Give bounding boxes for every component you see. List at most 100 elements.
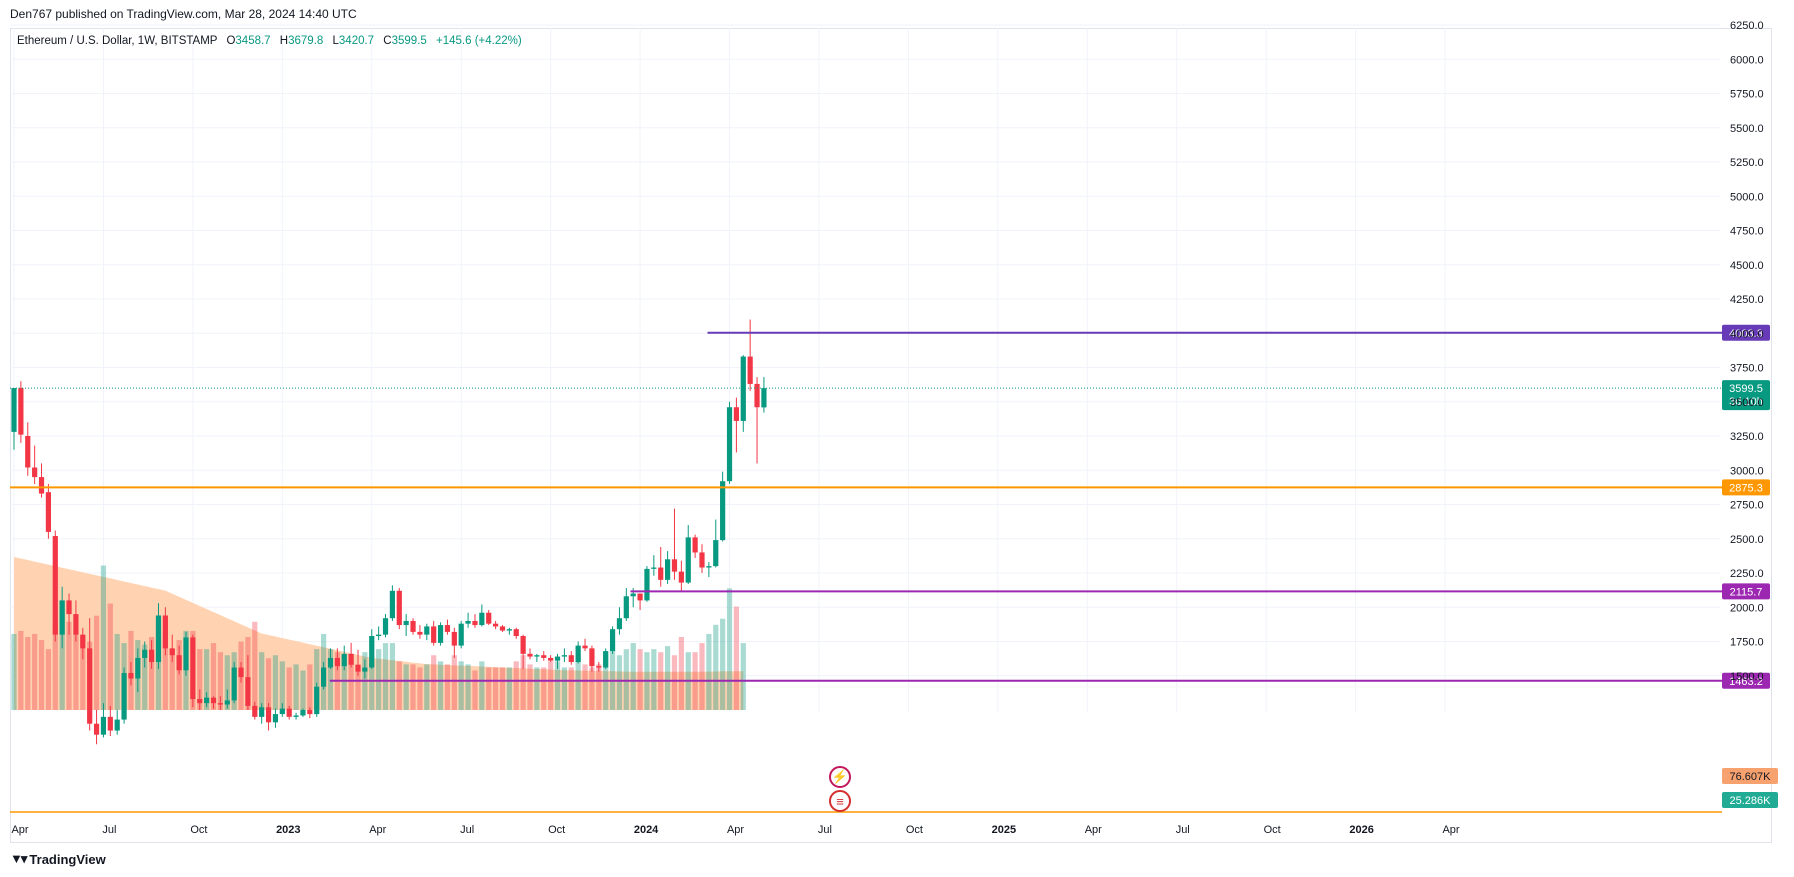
x-tick-label: 2026 xyxy=(1349,824,1373,836)
candle-body xyxy=(100,716,107,735)
volume-bar xyxy=(616,655,623,710)
candle-body xyxy=(52,536,58,635)
candle-body xyxy=(59,600,65,635)
candle-body xyxy=(513,629,519,637)
x-tick-label: Jul xyxy=(102,824,116,836)
candle-body xyxy=(561,655,567,657)
candle-body xyxy=(623,596,629,619)
x-tick-label: Oct xyxy=(1264,824,1281,836)
candle-body xyxy=(506,629,512,631)
candle-body xyxy=(217,703,223,705)
candle-body xyxy=(245,677,251,706)
candle-body xyxy=(121,673,127,720)
candle-body xyxy=(334,657,340,667)
volume-bar xyxy=(699,643,705,710)
candle-body xyxy=(596,666,602,668)
x-tick-label: Oct xyxy=(906,824,923,836)
volume-bar xyxy=(348,661,354,710)
y-tick-label: 4500.0 xyxy=(1730,260,1764,272)
candle-body xyxy=(726,407,733,482)
volume-bar xyxy=(210,643,217,710)
y-tick-label: 2250.0 xyxy=(1730,568,1764,580)
symbol-legend: Ethereum / U.S. Dollar, 1W, BITSTAMP O34… xyxy=(17,35,522,47)
candle-body xyxy=(279,708,285,715)
candle-body xyxy=(204,697,210,704)
volume-bar xyxy=(623,649,629,710)
tradingview-logo[interactable]: ▼▾ TradingView xyxy=(10,851,106,867)
volume-bar xyxy=(609,649,616,710)
candle-body xyxy=(66,600,72,615)
candle-body xyxy=(740,356,746,421)
candle-body xyxy=(644,568,650,601)
volume-bar xyxy=(355,664,361,710)
candle-body xyxy=(259,707,265,717)
volume-bar xyxy=(589,667,595,710)
candle-body xyxy=(272,714,279,723)
candle-body xyxy=(568,655,574,663)
candle-body xyxy=(114,719,120,731)
x-tick-label: Apr xyxy=(1085,824,1102,836)
volume-bar xyxy=(382,643,389,710)
volume-bar xyxy=(252,621,258,710)
y-tick-label: 4750.0 xyxy=(1730,226,1764,238)
volume-bar xyxy=(479,661,485,710)
candle-body xyxy=(293,715,299,717)
candle-body xyxy=(479,612,485,626)
candle-body xyxy=(493,623,499,627)
volume-bar xyxy=(18,630,24,710)
candle-body xyxy=(713,540,719,567)
volume-bar xyxy=(149,636,155,710)
candle-body xyxy=(630,593,636,597)
level-badge xyxy=(1722,672,1770,689)
volume-ma-area xyxy=(14,557,744,710)
volume-bar xyxy=(52,621,58,710)
candle-body xyxy=(582,645,588,649)
legend-symbol[interactable]: Ethereum / U.S. Dollar, 1W, BITSTAMP xyxy=(17,35,218,47)
candle-body xyxy=(190,637,196,700)
volume-bar xyxy=(437,661,444,710)
candle-body xyxy=(362,667,368,672)
volume-bar xyxy=(630,643,636,710)
volume-bar xyxy=(410,664,416,710)
volume-bar xyxy=(314,649,320,710)
candle-body xyxy=(231,667,237,701)
candle-body xyxy=(265,707,272,723)
candle-body xyxy=(162,615,168,649)
candle-body xyxy=(589,648,595,667)
volume-bar xyxy=(224,655,230,710)
candle-body xyxy=(389,590,395,619)
volume-bar xyxy=(327,649,334,710)
volume-bar xyxy=(486,667,492,710)
legend-open-label: O xyxy=(226,35,236,47)
countdown-label: 3d 10h xyxy=(1729,396,1763,408)
candle-body xyxy=(761,388,767,408)
volume-bar xyxy=(107,603,113,710)
volume-bar xyxy=(389,643,395,710)
volume-bar xyxy=(272,655,279,710)
volume-bar xyxy=(376,649,382,710)
candle-body xyxy=(135,657,141,679)
volume-bar xyxy=(575,658,581,710)
candle-body xyxy=(314,686,320,715)
volume-bar xyxy=(520,655,526,710)
y-tick-label: 2000.0 xyxy=(1730,602,1764,614)
candle-body xyxy=(149,649,155,663)
volume-bar xyxy=(665,646,671,710)
volume-bar xyxy=(403,664,409,710)
y-tick-label: 6250.0 xyxy=(1730,20,1764,32)
volume-bar xyxy=(417,667,423,710)
volume-bar xyxy=(142,644,148,710)
us-flag-icon[interactable]: ≡ xyxy=(829,790,851,812)
candle-body xyxy=(38,477,45,494)
candle-body xyxy=(444,625,451,632)
legend-low-label: L xyxy=(332,35,339,47)
volume-bar xyxy=(637,649,643,710)
candle-body xyxy=(685,537,691,583)
volume-bar xyxy=(678,636,684,710)
candle-body xyxy=(87,648,93,724)
candle-body xyxy=(80,634,86,649)
lightning-icon[interactable]: ⚡ xyxy=(829,766,851,788)
volume-bar xyxy=(424,664,430,710)
volume-bar xyxy=(300,670,306,710)
